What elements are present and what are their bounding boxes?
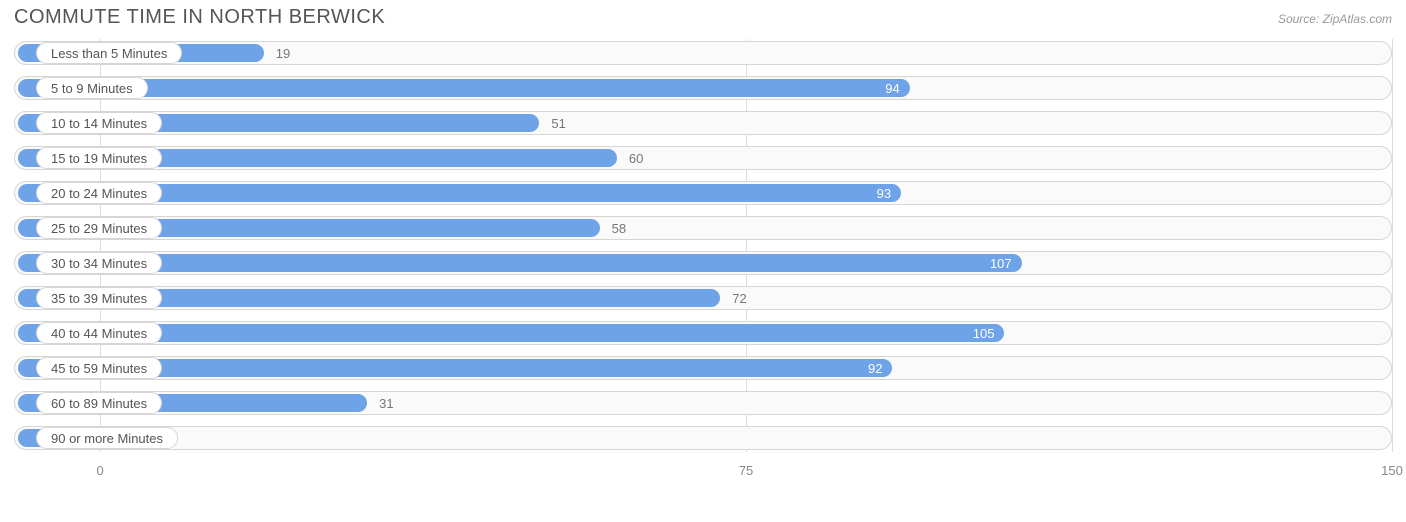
bar-value: 72: [724, 284, 746, 312]
bar-value: 51: [543, 109, 565, 137]
bar-value: 107: [990, 256, 1012, 271]
bar-value: 92: [868, 361, 882, 376]
bar-row: 090 or more Minutes: [14, 424, 1392, 452]
bar-row: 72 35 to 39 Minutes: [14, 284, 1392, 312]
bar-value: 58: [604, 214, 626, 242]
bar: 107: [18, 254, 1022, 272]
bar-value: 19: [268, 39, 290, 67]
source-prefix: Source:: [1278, 12, 1323, 26]
category-label: 35 to 39 Minutes: [36, 287, 162, 309]
x-tick: 75: [739, 463, 753, 478]
bar-row: 93 20 to 24 Minutes: [14, 179, 1392, 207]
bar: 105: [18, 324, 1004, 342]
bar-row: 19 Less than 5 Minutes: [14, 39, 1392, 67]
chart-header: COMMUTE TIME IN NORTH BERWICK Source: Zi…: [0, 0, 1406, 33]
category-label: 45 to 59 Minutes: [36, 357, 162, 379]
bar-value: 31: [371, 389, 393, 417]
category-label: 5 to 9 Minutes: [36, 77, 148, 99]
bar-row: 94 5 to 9 Minutes: [14, 74, 1392, 102]
category-label: 15 to 19 Minutes: [36, 147, 162, 169]
chart-source: Source: ZipAtlas.com: [1278, 12, 1392, 26]
category-label: 10 to 14 Minutes: [36, 112, 162, 134]
x-tick: 150: [1381, 463, 1403, 478]
bar-row: 58 25 to 29 Minutes: [14, 214, 1392, 242]
source-name: ZipAtlas.com: [1323, 12, 1392, 26]
x-axis: 075150: [14, 459, 1392, 489]
bars-layer: 19 Less than 5 Minutes 94 5 to 9 Minutes 51 1…: [14, 39, 1392, 452]
chart-title: COMMUTE TIME IN NORTH BERWICK: [14, 6, 385, 29]
category-label: 60 to 89 Minutes: [36, 392, 162, 414]
bar-value: 93: [877, 186, 891, 201]
bar-value: 105: [973, 326, 995, 341]
x-tick: 0: [97, 463, 104, 478]
category-label: 90 or more Minutes: [36, 427, 178, 449]
category-label: 40 to 44 Minutes: [36, 322, 162, 344]
category-label: Less than 5 Minutes: [36, 42, 182, 64]
gridline: [1392, 39, 1393, 452]
bar-row: 107 30 to 34 Minutes: [14, 249, 1392, 277]
bar-value: 94: [885, 81, 899, 96]
bar-value: 60: [621, 144, 643, 172]
category-label: 30 to 34 Minutes: [36, 252, 162, 274]
bar: 94: [18, 79, 910, 97]
category-label: 25 to 29 Minutes: [36, 217, 162, 239]
bar-row: 92 45 to 59 Minutes: [14, 354, 1392, 382]
category-label: 20 to 24 Minutes: [36, 182, 162, 204]
bar-row: 105 40 to 44 Minutes: [14, 319, 1392, 347]
bar-row: 51 10 to 14 Minutes: [14, 109, 1392, 137]
bar-row: 60 15 to 19 Minutes: [14, 144, 1392, 172]
bar-track: [14, 426, 1392, 450]
chart-area: 19 Less than 5 Minutes 94 5 to 9 Minutes 51 1…: [0, 33, 1406, 452]
bar-row: 31 60 to 89 Minutes: [14, 389, 1392, 417]
